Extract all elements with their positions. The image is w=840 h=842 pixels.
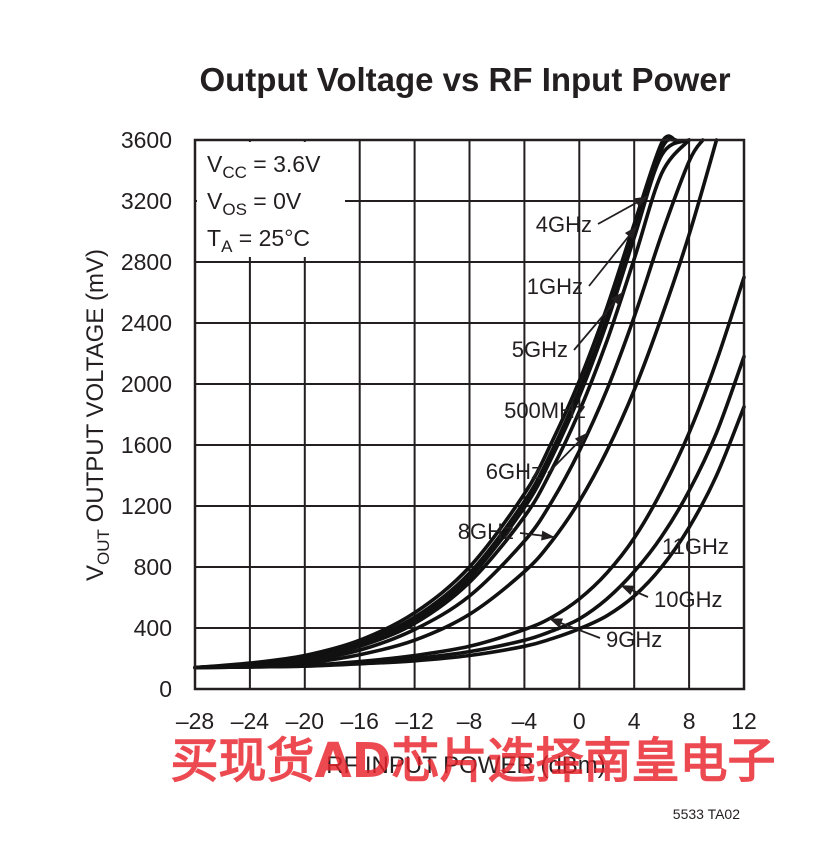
condition-line: VOS = 0V [207,188,302,219]
series-annotations: 4GHz 1GHz 5GHz 500MHz 6GHz 8GHz 11GHz 10GHz 9GHz [458,195,729,652]
conditions-background [197,142,345,257]
annotation-arrowhead [620,585,635,595]
annotation-arrowhead [549,618,564,628]
y-tick-label: 2800 [121,249,172,275]
annotation-11GHz: 11GHz [662,534,729,559]
conditions-box: VCC = 3.6V VOS = 0V TA = 25°C [197,142,345,257]
y-tick-label: 3600 [121,127,172,153]
y-tick-label: 2400 [121,310,172,336]
series-line-6GHz [193,138,705,670]
y-tick-labels: 0 400 800 1200 1600 2000 2400 2800 3200 3600 [121,127,172,702]
y-axis-label: VOUT OUTPUT VOLTAGE (mV) [82,249,113,581]
annotation-6GHz: 6GHz [486,459,542,484]
condition-line: TA = 25°C [207,225,310,256]
y-tick-label: 400 [134,615,172,641]
x-axis-label: RF INPUT POWER (dBm) [326,752,606,779]
x-tick-labels: –28 –24 –20 –16 –12 –8 –4 0 4 8 12 [176,708,757,734]
condition-line: VCC = 3.6V [207,151,321,182]
x-tick-label: 0 [573,708,586,734]
annotation-arrowhead [634,196,648,208]
annotation-8GHz: 8GHz [458,519,514,544]
annotation-1GHz: 1GHz [527,274,583,299]
series-curves [193,134,746,670]
x-tick-label: –20 [286,708,324,734]
plot-frame [193,138,746,691]
x-tick-label: 4 [628,708,641,734]
y-tick-label: 800 [134,554,172,580]
chart-title: Output Voltage vs RF Input Power [199,61,730,98]
x-tick-label: –4 [512,708,538,734]
annotation-4GHz: 4GHz [536,212,592,237]
y-tick-label: 0 [159,676,172,702]
figure-number: 5533 TA02 [673,806,740,822]
annotation-arrowhead [611,291,624,306]
annotation-500MHz: 500MHz [504,398,586,423]
annotation-9GHz: 9GHz [606,627,662,652]
series-line-8GHz [193,138,719,670]
annotation-arrowhead [624,226,637,240]
y-tick-label: 1600 [121,432,172,458]
annotation-arrowhead [574,432,588,446]
watermark: 买现货AD芯片选择南皇电子 [171,733,776,789]
x-tick-label: –28 [176,708,214,734]
y-tick-label: 3200 [121,188,172,214]
x-tick-label: –8 [457,708,483,734]
annotation-10GHz: 10GHz [654,587,722,612]
y-tick-label: 2000 [121,371,172,397]
series-line-11GHz [193,405,746,670]
x-tick-label: 12 [731,708,757,734]
grid [195,140,744,689]
x-tick-label: –12 [395,708,433,734]
x-tick-label: –24 [231,708,270,734]
annotation-5GHz: 5GHz [512,337,568,362]
x-tick-label: 8 [683,708,696,734]
y-tick-label: 1200 [121,493,172,519]
x-tick-label: –16 [341,708,379,734]
annotation-arrowhead [541,530,555,541]
